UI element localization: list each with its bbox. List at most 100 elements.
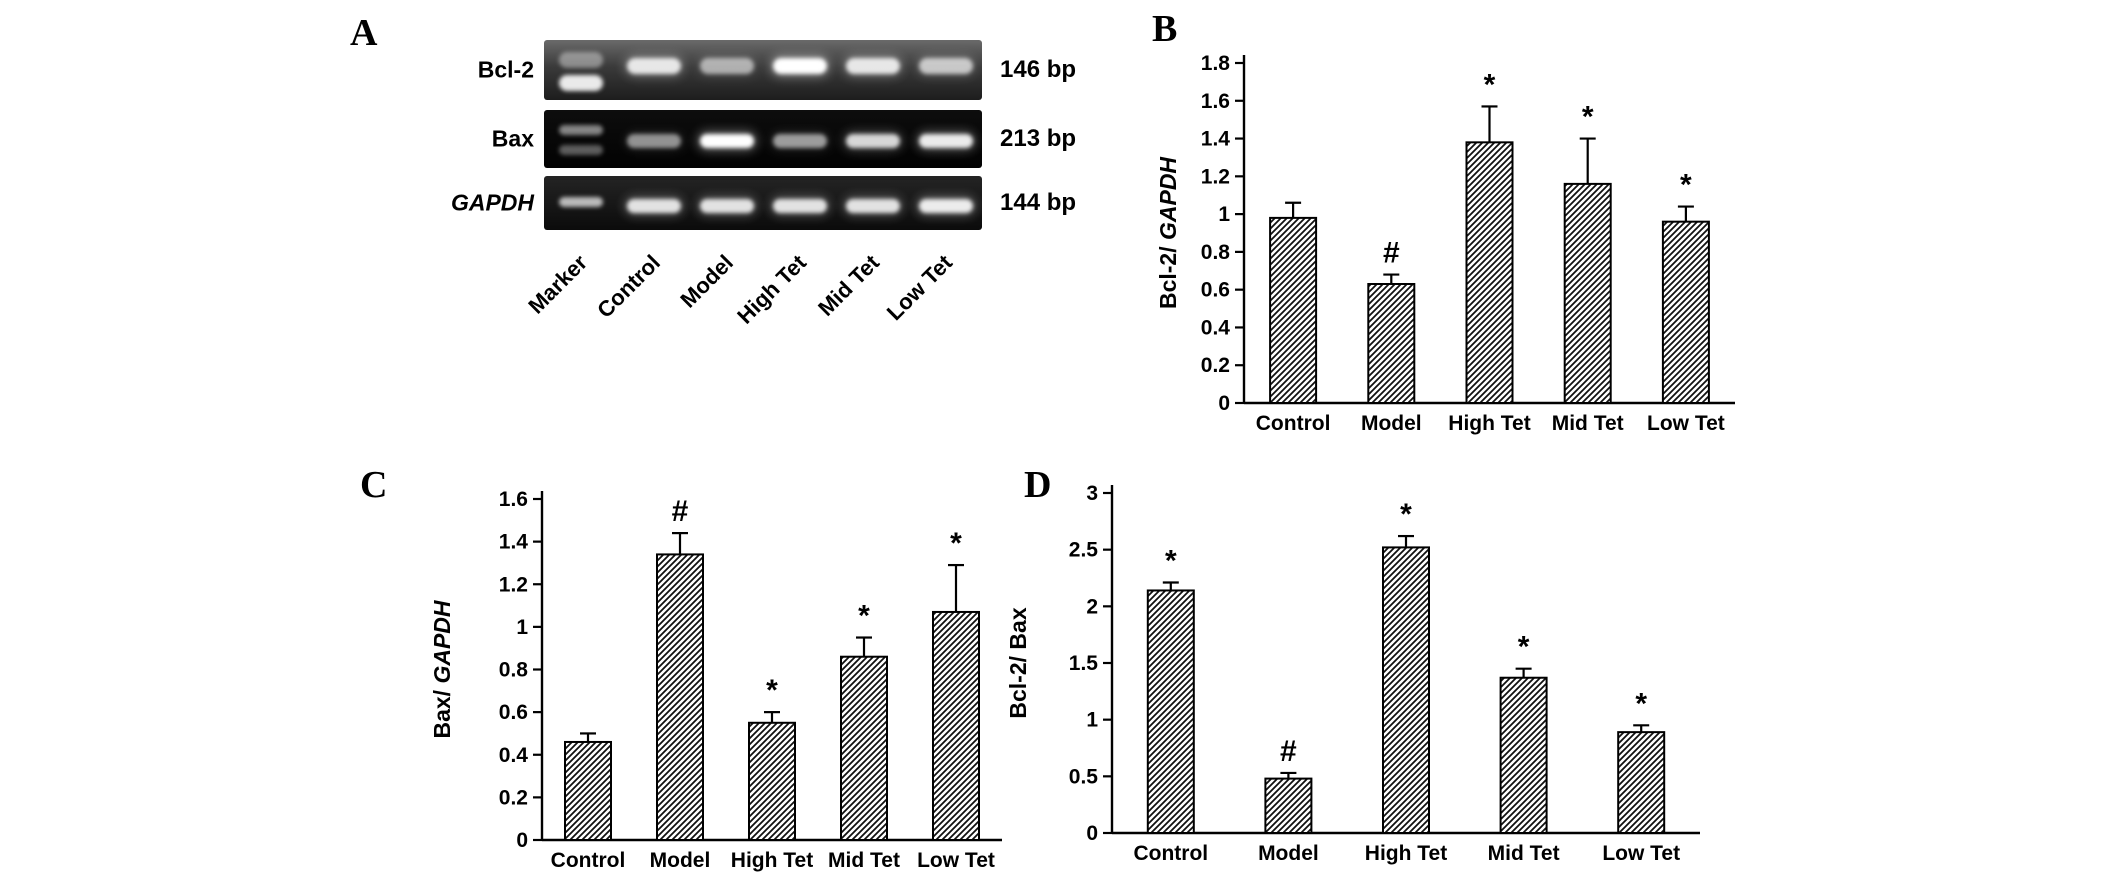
significance-marker: * [858, 600, 870, 633]
gel-band [918, 58, 973, 74]
y-tick-label: 1 [1218, 203, 1230, 226]
y-tick-label: 0.2 [1201, 354, 1230, 377]
bar-model [656, 553, 704, 841]
gel-band [699, 134, 754, 148]
y-tick-label: 0 [1086, 822, 1098, 845]
y-tick-label: 1.8 [1201, 52, 1231, 75]
bar-chart-svg-D: 0 0.5 1 1.5 2 2.5 3 Bcl-2/ Bax * Control # Model * Hi… [1005, 482, 1700, 865]
gel-row-bcl-2: Bcl-2 146 bp [440, 40, 1130, 100]
y-tick-label: 0.5 [1069, 765, 1099, 788]
gel-band [918, 134, 973, 148]
y-tick-label: 0.4 [1201, 316, 1231, 339]
y-tick-label: 1.5 [1069, 652, 1099, 675]
category-label: Mid Tet [1488, 842, 1560, 865]
significance-marker: * [1582, 101, 1594, 134]
gel-band [699, 58, 754, 74]
gel-panel: Bcl-2 146 bp Bax 213 bp GAPDH 144 bp Marker Con… [440, 28, 1130, 396]
category-label: Control [1256, 412, 1331, 435]
y-tick-label: 0.6 [499, 701, 528, 724]
category-label: Mid Tet [1552, 412, 1624, 435]
lane-label: Model [675, 250, 738, 313]
gel-band [845, 134, 900, 148]
gel-band [626, 58, 681, 74]
y-tick-label: 1.6 [499, 488, 528, 511]
y-tick-label: 2 [1086, 595, 1098, 618]
significance-marker: * [1484, 68, 1496, 101]
category-label: Low Tet [917, 849, 995, 872]
y-tick-label: 0.6 [1201, 279, 1230, 302]
bar-mid-tet [840, 655, 888, 841]
chart-bax-gapdh: 0 0.2 0.4 0.6 0.8 1 1.2 1.4 1.6 Bax/ GAPDH Control… [420, 462, 1040, 872]
y-tick-label: 0 [1218, 392, 1230, 415]
chart-bcl2-gapdh: 0 0.2 0.4 0.6 0.8 1 1.2 1.4 1.6 1.8 Bcl-2/ GAPDH Co… [1150, 25, 1770, 450]
gel-size-label: 146 bp [1000, 56, 1077, 83]
category-label: Low Tet [1602, 842, 1680, 865]
gel-target-label: GAPDH [450, 189, 534, 216]
gel-target-label: Bcl-2 [477, 56, 534, 83]
significance-marker: * [766, 674, 778, 707]
bar-mid-tet [1499, 676, 1548, 834]
gel-size-label: 213 bp [1000, 125, 1077, 152]
category-label: Model [650, 849, 711, 872]
significance-marker: # [1280, 735, 1297, 768]
panel-label-d: D [1024, 464, 1052, 506]
gel-band [772, 199, 827, 213]
bar-mid-tet [1563, 182, 1612, 404]
lane-label: High Tet [732, 249, 811, 328]
y-axis-title: Bax/ GAPDH [429, 600, 455, 738]
bar-low-tet [1617, 731, 1666, 834]
bar-model [1367, 283, 1416, 404]
gel-strip [544, 110, 982, 168]
significance-marker: * [1680, 169, 1692, 202]
gel-strip [544, 40, 982, 100]
gel-marker-band [558, 144, 603, 155]
y-tick-label: 1 [516, 616, 528, 639]
y-axis-title: Bcl-2/ GAPDH [1155, 157, 1181, 309]
y-tick-label: 1.2 [499, 573, 528, 596]
y-tick-label: 0.8 [499, 659, 529, 682]
category-label: High Tet [1365, 842, 1447, 865]
gel-band [699, 199, 754, 213]
gel-marker-band [558, 196, 603, 207]
category-label: Model [1258, 842, 1319, 865]
gel-target-label: Bax [491, 125, 534, 152]
significance-marker: * [1518, 631, 1530, 664]
category-label: Model [1361, 412, 1422, 435]
gel-band [772, 58, 827, 74]
significance-marker: * [950, 527, 962, 560]
lane-label: Low Tet [882, 249, 958, 325]
y-tick-label: 0 [516, 829, 528, 852]
chart-bcl2-bax: 0 0.5 1 1.5 2 2.5 3 Bcl-2/ Bax * Control # Model * Hi… [1000, 462, 1740, 872]
y-tick-label: 2.5 [1069, 539, 1099, 562]
lane-label: Mid Tet [813, 249, 884, 320]
y-tick-label: 0.4 [499, 744, 529, 767]
bar-control [564, 740, 612, 841]
bar-model [1264, 777, 1313, 835]
gel-marker-band [558, 74, 603, 91]
y-tick-label: 0.2 [499, 786, 528, 809]
category-label: Low Tet [1647, 412, 1725, 435]
bar-low-tet [1661, 220, 1710, 404]
significance-marker: # [672, 495, 689, 528]
bar-control [1146, 589, 1195, 834]
lane-label: Control [592, 250, 665, 323]
gel-band [845, 58, 900, 74]
bar-low-tet [932, 610, 980, 841]
y-tick-label: 1.2 [1201, 165, 1230, 188]
y-tick-label: 1.6 [1201, 90, 1230, 113]
lane-label: Marker [523, 250, 592, 319]
gel-marker-band [558, 52, 603, 68]
panel-label-b: B [1152, 8, 1178, 50]
gel-band [626, 134, 681, 148]
category-label: High Tet [731, 849, 813, 872]
significance-marker: * [1400, 498, 1412, 531]
significance-marker: # [1383, 237, 1400, 270]
y-tick-label: 3 [1086, 482, 1098, 505]
gel-band [772, 134, 827, 148]
panel-label-a: A [350, 12, 378, 54]
bar-chart-svg-C: 0 0.2 0.4 0.6 0.8 1 1.2 1.4 1.6 Bax/ GAPDH Control… [429, 488, 1002, 872]
category-label: Control [1133, 842, 1208, 865]
gel-size-label: 144 bp [1000, 189, 1077, 216]
bar-high-tet [748, 721, 796, 841]
